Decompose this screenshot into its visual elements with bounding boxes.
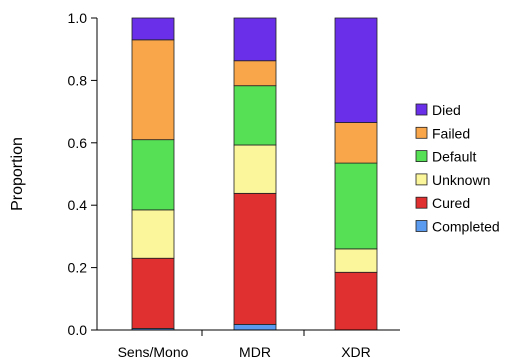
bar-segment-cured [334,271,378,331]
y-tick-label: 0.8 [68,72,88,88]
bar-segment-cured [233,192,277,325]
x-ticks: Sens/Mono MDR XDR [118,330,371,360]
legend-swatch-died [415,103,428,116]
x-tick-label: MDR [239,344,271,360]
bar-segment-failed [131,39,175,141]
bar-segment-default [233,85,277,146]
legend: Died Failed Default Unknown Cured Completed [415,102,500,235]
legend-label-default: Default [432,149,476,165]
legend-label-failed: Failed [432,125,470,141]
y-tick-label: 1.0 [68,10,88,26]
bar-segment-default [334,162,378,250]
y-axis-label: Proportion [9,137,26,211]
bar-segment-unknown [233,144,277,194]
bar-stack-group [131,17,378,331]
x-tick-label: XDR [341,344,371,360]
bar-segment-default [131,139,175,211]
axes [96,18,400,331]
bar-segment-completed [233,323,277,331]
legend-swatch-completed [415,220,428,232]
y-tick-label: 0.0 [68,322,88,338]
legend-label-cured: Cured [432,195,470,211]
legend-swatch-cured [415,196,428,209]
legend-label-completed: Completed [432,219,500,235]
legend-label-died: Died [432,102,461,118]
y-ticks: 0.0 0.2 0.4 0.6 0.8 1.0 [68,10,97,338]
y-tick-label: 0.2 [68,260,88,276]
bar-segment-unknown [131,209,175,259]
y-tick-label: 0.6 [68,135,88,151]
legend-swatch-failed [415,126,428,139]
bar-segment-died [233,17,277,62]
y-tick-label: 0.4 [68,197,88,213]
bar-segment-cured [131,257,175,329]
legend-label-unknown: Unknown [432,172,490,188]
bar-segment-failed [233,60,277,87]
x-tick-label: Sens/Mono [118,344,189,360]
bar-segment-died [131,17,175,41]
legend-swatch-unknown [415,173,428,186]
bar-segment-died [334,17,378,123]
legend-swatch-default [415,150,428,163]
bar-segment-unknown [334,248,378,273]
bar-segment-failed [334,122,378,164]
